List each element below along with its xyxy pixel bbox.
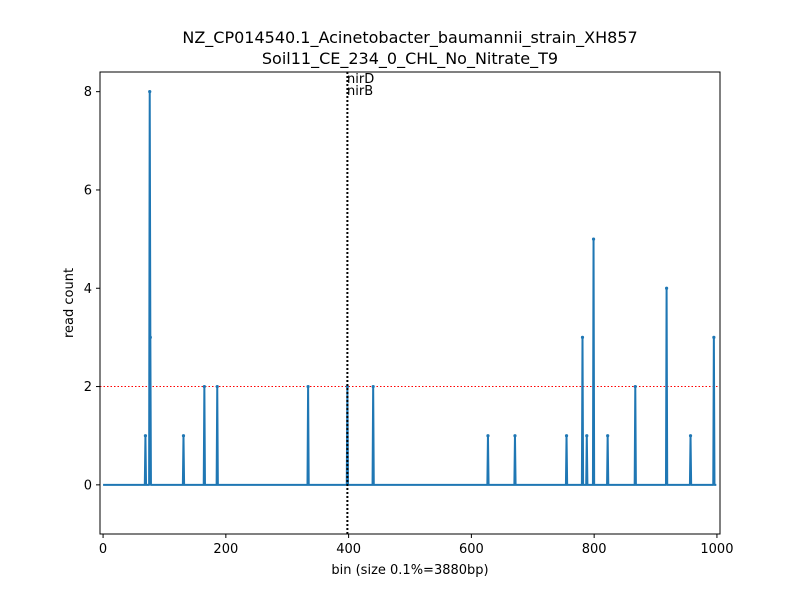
data-point	[564, 434, 569, 438]
x-tick-label: 400	[336, 542, 361, 557]
data-point	[585, 434, 589, 438]
data-point	[148, 335, 152, 340]
series-line	[102, 90, 717, 486]
y-tick-label: 2	[84, 380, 92, 395]
y-axis-label: read count	[62, 268, 77, 338]
y-tick-label: 0	[84, 478, 92, 493]
data-point	[486, 434, 490, 438]
x-tick-label: 800	[582, 542, 607, 557]
data-point	[688, 434, 693, 438]
x-tick-label: 0	[99, 542, 107, 557]
annotation-nirD: nirD	[347, 72, 374, 87]
chart-title-line-2: Soil11_CE_234_0_CHL_No_Nitrate_T9	[262, 49, 558, 69]
data-point	[633, 384, 637, 389]
data-point	[606, 434, 610, 438]
y-tick-label: 6	[84, 183, 92, 198]
data-point	[371, 384, 375, 389]
data-point	[591, 237, 596, 241]
plot-area	[100, 72, 720, 534]
data-point	[215, 384, 219, 389]
annotation-nirB: nirB	[347, 84, 373, 99]
data-point	[143, 434, 148, 438]
x-axis-label: bin (size 0.1%=3880bp)	[331, 563, 488, 578]
data-point	[202, 384, 206, 389]
data-point	[306, 384, 310, 389]
axes-frame	[99, 71, 721, 535]
data-point	[148, 90, 152, 94]
data-point	[181, 434, 186, 438]
y-tick-label: 4	[84, 282, 92, 297]
data-point	[664, 286, 669, 290]
chart-title-line-1: NZ_CP014540.1_Acinetobacter_baumannii_st…	[182, 28, 637, 48]
data-point	[712, 335, 716, 340]
x-tick-label: 600	[459, 542, 484, 557]
data-point	[513, 434, 517, 438]
x-tick-label: 1000	[700, 542, 733, 557]
x-axis-ticks: 0 200 400 600 800 1000	[99, 534, 733, 557]
y-axis-ticks: 0 2 4 6 8	[84, 85, 100, 493]
data-point	[580, 335, 585, 340]
x-tick-label: 200	[213, 542, 238, 557]
y-tick-label: 8	[84, 85, 92, 100]
